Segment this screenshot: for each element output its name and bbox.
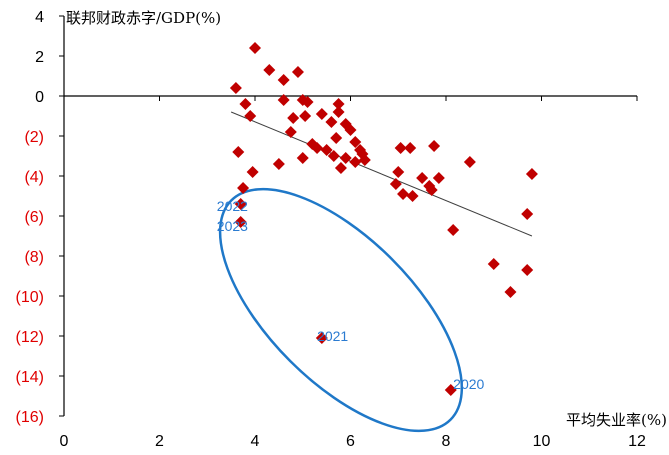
year-annotation-2020: 2020 bbox=[453, 376, 484, 392]
data-point bbox=[444, 384, 457, 396]
data-point bbox=[525, 168, 538, 180]
x-axis-title: 平均失业率(%) bbox=[566, 411, 667, 429]
data-point bbox=[311, 142, 324, 154]
x-tick-label: 4 bbox=[251, 433, 260, 450]
data-point bbox=[325, 116, 338, 128]
y-tick-label: (6) bbox=[24, 209, 44, 226]
annotations: 2022 2023 2021 2020 bbox=[217, 198, 485, 392]
data-point bbox=[344, 124, 357, 136]
data-point bbox=[504, 286, 517, 298]
x-tick-label: 6 bbox=[346, 433, 355, 450]
y-tick-label: 2 bbox=[35, 49, 44, 66]
data-point bbox=[339, 152, 352, 164]
data-point bbox=[487, 258, 500, 270]
data-point bbox=[277, 94, 290, 106]
y-tick-label: (2) bbox=[24, 129, 44, 146]
data-point bbox=[287, 112, 300, 124]
data-point bbox=[327, 150, 340, 162]
highlight-ellipse-group bbox=[218, 187, 464, 433]
data-point bbox=[334, 162, 347, 174]
x-tick-label: 2 bbox=[155, 433, 164, 450]
data-point bbox=[320, 144, 333, 156]
data-point bbox=[332, 106, 345, 118]
data-point bbox=[358, 154, 371, 166]
data-point bbox=[291, 66, 304, 78]
data-point bbox=[263, 64, 276, 76]
data-point bbox=[447, 224, 460, 236]
year-annotation-2022: 2022 bbox=[217, 198, 248, 214]
x-tick-label: 10 bbox=[533, 433, 551, 450]
data-point bbox=[389, 178, 402, 190]
data-point bbox=[394, 142, 407, 154]
data-point bbox=[232, 146, 245, 158]
data-point bbox=[249, 42, 261, 54]
highlight-ellipse bbox=[218, 187, 464, 433]
data-point bbox=[229, 82, 242, 94]
data-point bbox=[330, 132, 343, 144]
data-points bbox=[229, 42, 538, 396]
year-annotation-2023: 2023 bbox=[217, 218, 248, 234]
data-point bbox=[315, 332, 328, 344]
data-point bbox=[234, 216, 247, 228]
y-tick-label: (4) bbox=[24, 169, 44, 186]
y-tick-label: 0 bbox=[35, 89, 44, 106]
data-point bbox=[463, 156, 476, 168]
data-point bbox=[428, 140, 441, 152]
trendline bbox=[230, 111, 533, 237]
data-point bbox=[277, 74, 290, 86]
data-point bbox=[272, 158, 285, 170]
data-point bbox=[432, 172, 445, 184]
data-point bbox=[244, 110, 257, 122]
data-point bbox=[406, 190, 419, 202]
data-point bbox=[239, 98, 252, 110]
data-point bbox=[284, 126, 297, 138]
data-point bbox=[521, 264, 534, 276]
trendline-group bbox=[230, 111, 533, 237]
y-tick-label: (14) bbox=[16, 369, 44, 386]
data-point bbox=[299, 110, 312, 122]
data-point bbox=[315, 108, 328, 120]
x-tick-label: 12 bbox=[628, 433, 646, 450]
data-point bbox=[301, 96, 314, 108]
data-point bbox=[332, 98, 345, 110]
data-point bbox=[349, 156, 362, 168]
x-tick-label: 0 bbox=[60, 433, 69, 450]
data-point bbox=[234, 198, 247, 210]
year-annotation-2021: 2021 bbox=[317, 328, 348, 344]
tick-group: 4 2 0 (2) (4) (6) (8) (10) (12) (14) (16) 0 2 4 6 8 10 12 bbox=[16, 9, 646, 450]
data-point bbox=[296, 152, 309, 164]
x-tick-label: 8 bbox=[442, 433, 451, 450]
data-point bbox=[349, 136, 362, 148]
y-tick-label: (10) bbox=[16, 289, 44, 306]
axes bbox=[63, 16, 637, 416]
y-tick-label: (12) bbox=[16, 329, 44, 346]
data-point bbox=[397, 188, 410, 200]
data-point bbox=[521, 208, 534, 220]
y-tick-label: 4 bbox=[35, 9, 44, 26]
y-tick-label: (8) bbox=[24, 249, 44, 266]
data-point bbox=[425, 184, 438, 196]
data-point bbox=[416, 172, 429, 184]
data-point bbox=[392, 166, 405, 178]
data-point bbox=[404, 142, 417, 154]
data-point bbox=[246, 166, 259, 178]
y-tick-label: (16) bbox=[16, 409, 44, 426]
data-point bbox=[237, 182, 250, 194]
y-axis-title: 联邦财政赤字/GDP(%) bbox=[66, 9, 221, 27]
